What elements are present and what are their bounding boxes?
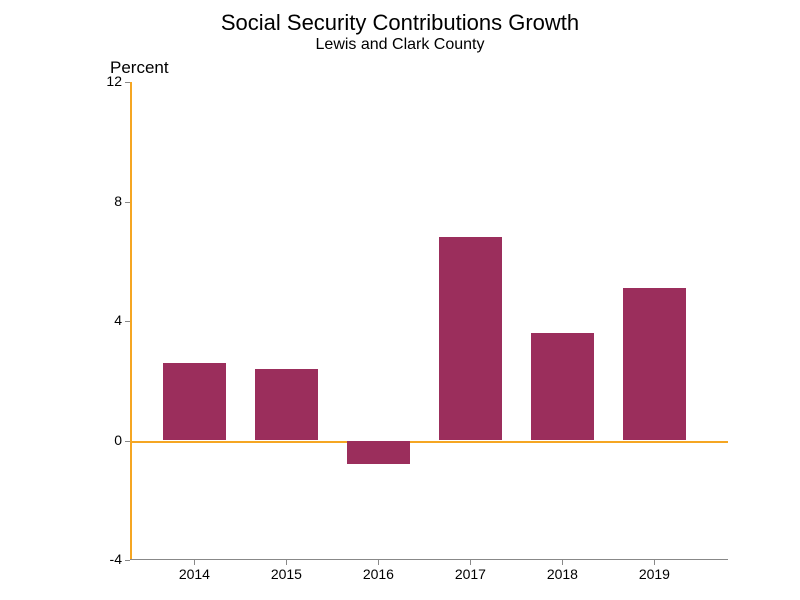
bar	[255, 369, 318, 441]
bar	[623, 288, 686, 440]
ytick-label: 0	[82, 432, 122, 448]
xtick-mark	[654, 560, 655, 565]
ytick-label: 4	[82, 312, 122, 328]
bar	[531, 333, 594, 441]
ytick-mark	[125, 202, 130, 203]
bar	[347, 441, 410, 465]
ytick-mark	[125, 82, 130, 83]
xtick-label: 2014	[179, 566, 210, 582]
xtick-label: 2018	[547, 566, 578, 582]
xtick-label: 2019	[639, 566, 670, 582]
chart-title: Social Security Contributions Growth	[0, 10, 800, 36]
xtick-mark	[470, 560, 471, 565]
ytick-mark	[125, 441, 130, 442]
x-axis-line	[130, 559, 728, 560]
xtick-label: 2015	[271, 566, 302, 582]
bar	[439, 237, 502, 440]
chart-container: Social Security Contributions Growth Lew…	[0, 0, 800, 600]
ytick-label: 12	[82, 73, 122, 89]
xtick-mark	[378, 560, 379, 565]
plot-area: 201420152016201720182019	[130, 82, 728, 560]
ytick-label: -4	[82, 551, 122, 567]
xtick-mark	[194, 560, 195, 565]
ytick-mark	[125, 560, 130, 561]
xtick-mark	[286, 560, 287, 565]
xtick-label: 2016	[363, 566, 394, 582]
y-axis-line	[130, 82, 132, 560]
ytick-mark	[125, 321, 130, 322]
chart-subtitle: Lewis and Clark County	[0, 36, 800, 54]
bar	[163, 363, 226, 441]
zero-line	[130, 441, 728, 443]
xtick-mark	[562, 560, 563, 565]
xtick-label: 2017	[455, 566, 486, 582]
ytick-label: 8	[82, 193, 122, 209]
